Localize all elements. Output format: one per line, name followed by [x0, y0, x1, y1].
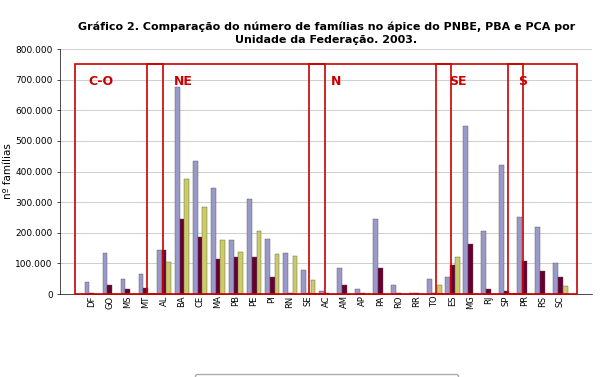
Bar [535, 227, 540, 294]
Bar [220, 241, 225, 294]
Bar [75, 64, 162, 294]
Bar [508, 64, 577, 294]
Bar [391, 285, 396, 294]
Bar [409, 293, 414, 294]
Bar [450, 265, 455, 294]
Bar [455, 257, 460, 294]
Bar [342, 285, 347, 294]
Bar [198, 238, 202, 294]
Bar [161, 250, 166, 294]
Bar [306, 293, 310, 294]
Bar [126, 290, 130, 294]
Bar [121, 279, 126, 294]
Bar [283, 253, 288, 294]
Bar [166, 262, 172, 294]
Bar [432, 293, 437, 294]
Bar [486, 288, 491, 294]
Bar [85, 282, 89, 294]
Bar [139, 274, 144, 294]
Bar [396, 293, 400, 294]
Bar [239, 252, 243, 294]
Bar [288, 293, 292, 294]
Title: Gráfico 2. Comparação do número de famílias no ápice do PNBE, PBA e PCA por
Unid: Gráfico 2. Comparação do número de famíl… [77, 22, 575, 46]
Bar [360, 293, 365, 294]
Bar [337, 268, 342, 294]
Bar [301, 270, 306, 294]
Text: N: N [331, 75, 341, 88]
Text: C-O: C-O [88, 75, 114, 88]
Bar [269, 277, 275, 294]
Bar [427, 279, 432, 294]
Bar [373, 219, 378, 294]
Bar [175, 87, 179, 294]
Bar [147, 64, 325, 294]
Bar [193, 161, 198, 294]
Bar [103, 253, 108, 294]
Bar [184, 179, 189, 294]
Bar [558, 277, 563, 294]
Bar [445, 277, 450, 294]
Bar [324, 293, 329, 294]
Bar [292, 256, 297, 294]
Bar [229, 241, 234, 294]
Y-axis label: nº famílias: nº famílias [2, 144, 13, 199]
Bar [211, 188, 216, 294]
Bar [481, 231, 486, 294]
Bar [179, 219, 184, 294]
Bar [257, 231, 262, 294]
Bar [553, 264, 558, 294]
Bar [309, 64, 451, 294]
Text: S: S [518, 75, 527, 88]
Bar [89, 293, 94, 294]
Bar [275, 254, 280, 294]
Bar [414, 293, 419, 294]
Bar [216, 259, 220, 294]
Text: NE: NE [174, 75, 193, 88]
Bar [247, 199, 252, 294]
Bar [144, 288, 149, 294]
Bar [265, 239, 269, 294]
Bar [517, 218, 522, 294]
Bar [355, 288, 360, 294]
Bar [252, 257, 257, 294]
Bar [234, 257, 239, 294]
Bar [563, 287, 568, 294]
Bar [463, 126, 468, 294]
Bar [540, 271, 545, 294]
Bar [522, 261, 527, 294]
Bar [504, 291, 509, 294]
Bar [499, 166, 504, 294]
Bar [435, 64, 523, 294]
Text: SE: SE [449, 75, 466, 88]
Bar [437, 285, 442, 294]
Bar [468, 244, 473, 294]
Legend: PNBE (jun/03), PBA (set/03), PCA (dez/03): PNBE (jun/03), PBA (set/03), PCA (dez/03… [194, 374, 458, 377]
Bar [378, 268, 383, 294]
Bar [108, 285, 112, 294]
Bar [310, 280, 315, 294]
Bar [319, 291, 324, 294]
Bar [202, 207, 207, 294]
Bar [156, 250, 161, 294]
